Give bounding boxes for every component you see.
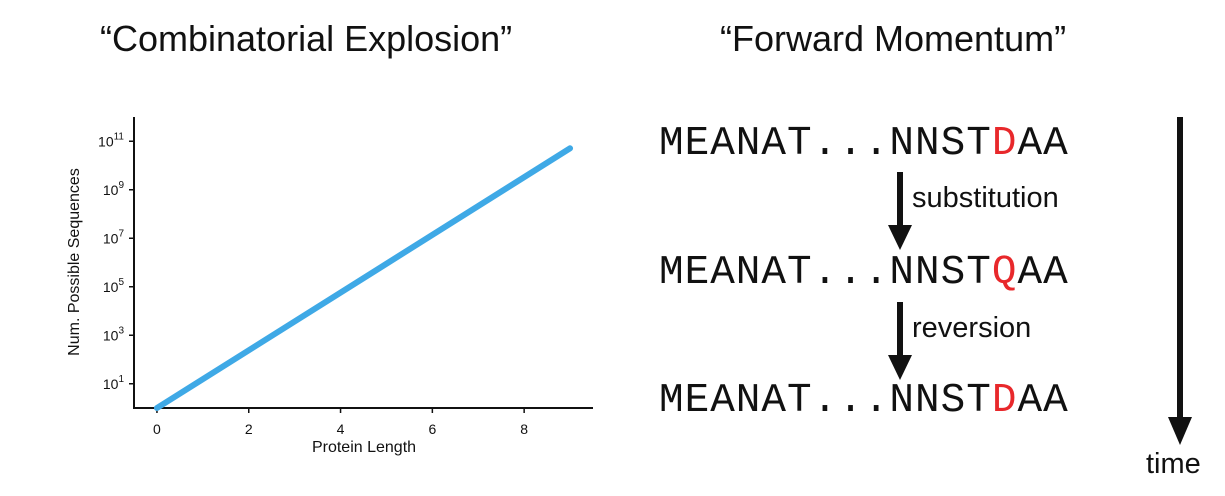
y-tick-label: 101 xyxy=(103,374,125,392)
time-arrow-icon xyxy=(1168,117,1192,445)
reversion-arrow-icon xyxy=(888,302,912,380)
x-axis-label: Protein Length xyxy=(312,439,416,456)
sequence-1-residue: D xyxy=(991,121,1018,167)
y-tick-label: 103 xyxy=(103,325,125,343)
sequence-1-prefix: MEANAT...NNST xyxy=(659,121,992,167)
y-tick-label: 105 xyxy=(103,277,125,295)
chart-axes xyxy=(133,117,593,409)
y-tick-label: 107 xyxy=(103,228,125,246)
sequence-3: MEANAT...NNSTDAA xyxy=(659,378,1069,424)
right-panel-title: “Forward Momentum” xyxy=(720,18,1067,59)
x-tick-label: 0 xyxy=(153,421,161,437)
y-tick-label: 1011 xyxy=(98,131,124,149)
sequence-2-suffix: AA xyxy=(1017,250,1069,296)
sequence-2-residue: Q xyxy=(991,250,1018,296)
x-tick-label: 2 xyxy=(245,421,253,437)
sequence-3-suffix: AA xyxy=(1017,378,1069,424)
reversion-label: reversion xyxy=(912,312,1032,344)
time-label: time xyxy=(1146,448,1201,480)
x-tick-label: 4 xyxy=(337,421,345,437)
x-tick-label: 8 xyxy=(520,421,528,437)
left-panel-title: “Combinatorial Explosion” xyxy=(100,18,513,59)
sequence-2: MEANAT...NNSTQAA xyxy=(659,250,1069,296)
sequence-2-prefix: MEANAT...NNST xyxy=(659,250,992,296)
sequence-1: MEANAT...NNSTDAA xyxy=(659,121,1069,167)
sequence-1-suffix: AA xyxy=(1017,121,1069,167)
substitution-arrow-icon xyxy=(888,172,912,250)
substitution-label: substitution xyxy=(912,182,1059,214)
y-tick-label: 109 xyxy=(103,180,125,198)
chart-ticks: 0 2 4 6 8 101 103 105 107 109 1011 xyxy=(98,131,528,437)
series-line xyxy=(153,145,574,411)
x-tick-label: 6 xyxy=(428,421,436,437)
y-axis-label: Num. Possible Sequences xyxy=(66,168,83,356)
sequence-3-prefix: MEANAT...NNST xyxy=(659,378,992,424)
chart-series xyxy=(153,145,574,411)
sequence-3-residue: D xyxy=(991,378,1018,424)
